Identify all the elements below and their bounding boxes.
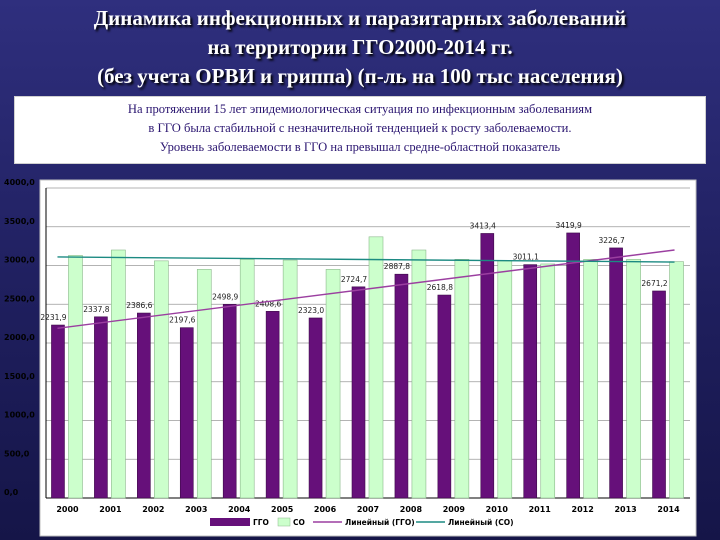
y-tick-label: 1500,0 bbox=[4, 372, 35, 381]
bar-so bbox=[368, 236, 384, 499]
y-tick-label: 500,0 bbox=[4, 449, 30, 458]
trendline-ggo bbox=[57, 249, 675, 329]
bar-ggo bbox=[523, 264, 538, 499]
bar-ggo bbox=[222, 304, 237, 499]
bar-so bbox=[68, 255, 83, 499]
data-label: 2618,8 bbox=[427, 283, 453, 292]
summary-line-3: Уровень заболеваемости в ГГО на превышал… bbox=[159, 140, 561, 154]
x-tick-label: 2001 bbox=[99, 505, 122, 514]
bar-ggo bbox=[308, 317, 323, 499]
x-tick-label: 2013 bbox=[614, 505, 636, 514]
chart-area: 0,0 500,0 1000,0 1500,0 2000,0 2500,0 3000,0 35… bbox=[0, 178, 720, 540]
bar-ggo bbox=[652, 290, 666, 499]
bar-ggo bbox=[566, 232, 580, 499]
legend-label: ГГО bbox=[253, 518, 269, 527]
legend-label: СО bbox=[293, 518, 305, 527]
data-label: 2498,9 bbox=[212, 292, 238, 301]
bar-ggo bbox=[394, 273, 409, 499]
summary-line-1: На протяжении 15 лет эпидемиологическая … bbox=[127, 102, 593, 116]
bar-so bbox=[282, 259, 298, 499]
bar-so bbox=[154, 260, 169, 499]
x-tick-label: 2014 bbox=[657, 505, 680, 514]
summary-box: На протяжении 15 лет эпидемиологическая … bbox=[14, 96, 706, 164]
data-label: 2337,8 bbox=[83, 305, 109, 314]
y-tick-label: 3000,0 bbox=[4, 256, 35, 265]
bar-ggo bbox=[94, 316, 108, 499]
y-tick-label: 0,0 bbox=[4, 488, 19, 497]
data-label: 2323,0 bbox=[298, 306, 324, 315]
bar-so bbox=[497, 260, 513, 499]
legend-swatch-ggo bbox=[210, 518, 250, 526]
x-tick-label: 2008 bbox=[400, 505, 423, 514]
title-line-1: Динамика инфекционных и паразитарных заб… bbox=[93, 6, 627, 30]
bar-so bbox=[583, 259, 598, 499]
y-tick-label: 2500,0 bbox=[4, 294, 35, 303]
data-label: 3419,9 bbox=[556, 221, 582, 230]
data-label: 3011,1 bbox=[513, 253, 539, 262]
data-label: 2408,6 bbox=[255, 299, 281, 308]
data-label: 2197,6 bbox=[169, 316, 195, 325]
bar-so bbox=[454, 259, 470, 499]
bar-so bbox=[196, 269, 212, 499]
x-tick-label: 2004 bbox=[228, 505, 251, 514]
bar-so bbox=[626, 259, 641, 499]
bar-chart: 0,0 500,0 1000,0 1500,0 2000,0 2500,0 3000,0 35… bbox=[4, 178, 697, 537]
x-tick-label: 2009 bbox=[443, 505, 466, 514]
bar-so bbox=[111, 249, 126, 499]
bar-so bbox=[411, 249, 427, 499]
x-tick-label: 2002 bbox=[142, 505, 164, 514]
x-tick-label: 2012 bbox=[572, 505, 594, 514]
data-label: 2671,2 bbox=[641, 279, 667, 288]
x-tick-label: 2011 bbox=[529, 505, 552, 514]
y-tick-label: 2000,0 bbox=[4, 333, 35, 342]
bar-so bbox=[540, 263, 556, 499]
slide-title: Динамика инфекционных и паразитарных заб… bbox=[0, 4, 720, 91]
x-tick-label: 2005 bbox=[271, 505, 294, 514]
legend-label: Линейный (СО) bbox=[448, 518, 514, 527]
x-tick-label: 2003 bbox=[185, 505, 207, 514]
trendline-so bbox=[57, 256, 675, 263]
legend-swatch-so bbox=[277, 517, 291, 527]
y-tick-label: 3500,0 bbox=[4, 217, 35, 226]
legend-label: Линейный (ГГО) bbox=[345, 518, 415, 527]
title-line-2: на территории ГГО2000-2014 гг. bbox=[207, 35, 513, 59]
bar-so bbox=[325, 269, 341, 499]
bar-ggo bbox=[265, 311, 280, 499]
bar-ggo bbox=[179, 327, 194, 499]
data-label: 3413,4 bbox=[470, 221, 496, 230]
bar-so bbox=[669, 261, 684, 499]
bar-ggo bbox=[137, 312, 151, 499]
bar-ggo bbox=[609, 247, 623, 499]
bar-ggo bbox=[437, 294, 452, 499]
data-label: 2887,8 bbox=[384, 262, 410, 271]
data-label: 3226,7 bbox=[598, 236, 624, 245]
bar-ggo bbox=[51, 324, 65, 499]
data-label: 2724,7 bbox=[341, 275, 367, 284]
data-label: 2231,9 bbox=[40, 313, 66, 322]
title-line-3: (без учета ОРВИ и гриппа) (п-ль на 100 т… bbox=[97, 64, 623, 88]
x-tick-label: 2000 bbox=[56, 505, 79, 514]
y-tick-label: 1000,0 bbox=[4, 411, 35, 420]
x-tick-label: 2007 bbox=[357, 505, 379, 514]
y-tick-label: 4000,0 bbox=[4, 178, 35, 187]
bar-ggo bbox=[351, 286, 366, 499]
x-tick-label: 2006 bbox=[314, 505, 337, 514]
summary-line-2: в ГГО была стабильной с незначительной т… bbox=[148, 121, 572, 135]
bar-ggo bbox=[480, 233, 495, 499]
data-label: 2386,6 bbox=[126, 301, 152, 310]
x-tick-label: 2010 bbox=[486, 505, 509, 514]
bar-so bbox=[239, 259, 255, 499]
